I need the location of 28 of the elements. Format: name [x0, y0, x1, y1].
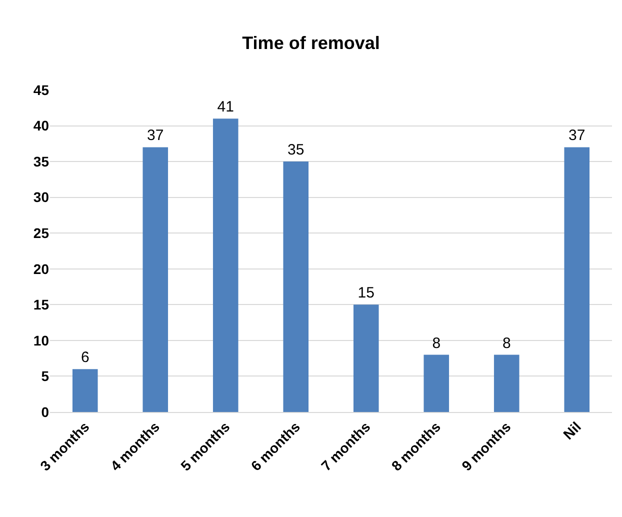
bar	[494, 354, 520, 412]
data-label: 15	[358, 284, 374, 302]
bar	[142, 147, 168, 412]
y-tick-label: 5	[41, 368, 50, 384]
y-tick-label: 30	[33, 189, 50, 206]
bar	[353, 304, 379, 412]
y-tick-label: 0	[41, 404, 50, 420]
data-label: 37	[568, 127, 586, 144]
bar	[212, 118, 238, 412]
x-tick-label: Nil	[560, 418, 584, 443]
y-tick-label: 35	[33, 153, 50, 170]
data-label: 8	[432, 334, 441, 352]
y-tick-label: 20	[33, 260, 50, 277]
data-label: 35	[288, 142, 304, 159]
data-label: 37	[147, 127, 164, 144]
y-tick-label: 45	[33, 82, 50, 98]
chart-title: Time of removal	[242, 32, 380, 53]
data-label: 41	[217, 98, 234, 116]
y-tick-label: 15	[33, 296, 50, 313]
data-label: 8	[502, 334, 511, 352]
bar	[283, 162, 309, 412]
y-tick-label: 40	[33, 118, 50, 134]
y-tick-label: 10	[33, 332, 50, 348]
bar	[72, 369, 98, 412]
bar	[424, 354, 450, 412]
data-label: 6	[80, 349, 90, 366]
y-tick-label: 25	[33, 225, 50, 242]
bar	[564, 147, 590, 412]
